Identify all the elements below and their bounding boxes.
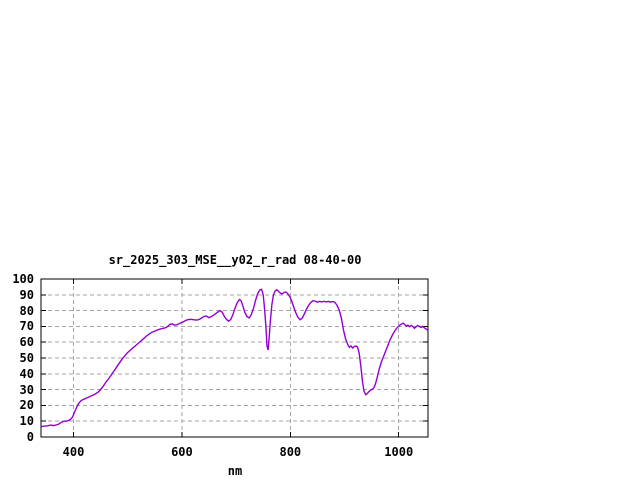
chart-title: sr_2025_303_MSE__y02_r_rad 08-40-00 [108, 253, 362, 267]
y-tick-label: 0 [26, 430, 34, 444]
y-tick-label: 20 [19, 398, 34, 413]
y-tick-label: 60 [19, 335, 34, 350]
x-tick-label: 800 [279, 445, 302, 459]
y-tick-label: 100 [12, 272, 34, 286]
y-tick-label: 40 [19, 366, 34, 381]
y-tick-label: 80 [19, 303, 34, 318]
y-tick-label: 70 [19, 319, 34, 334]
x-tick-label: 400 [62, 445, 85, 459]
spectrum-curve [40, 288, 429, 428]
x-tick-label: 1000 [384, 445, 414, 459]
y-tick-label: 50 [19, 351, 34, 365]
y-tick-label: 90 [19, 287, 34, 302]
y-tick-label: 10 [19, 414, 34, 429]
x-axis-label: nm [227, 464, 243, 478]
x-tick-label: 600 [171, 445, 193, 459]
y-tick-label: 30 [19, 382, 34, 397]
